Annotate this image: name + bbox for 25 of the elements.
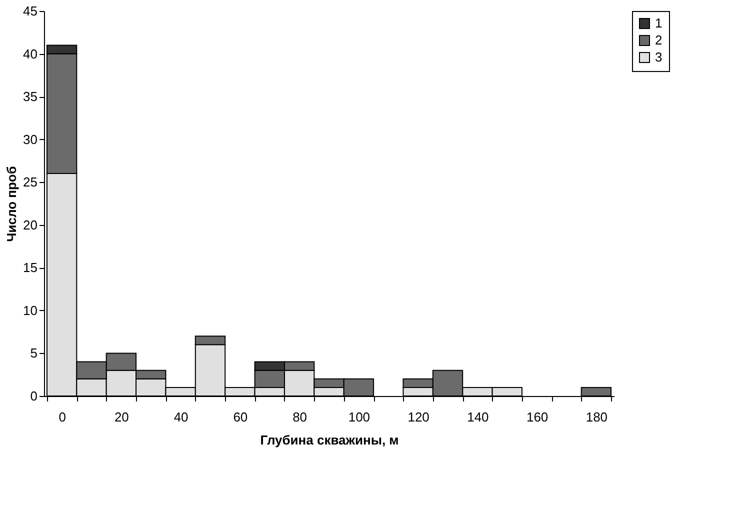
y-tick-label: 0 <box>30 388 38 404</box>
y-tick-label: 10 <box>23 302 38 318</box>
x-tick-label: 80 <box>292 410 308 424</box>
y-tick-label: 40 <box>23 46 38 62</box>
y-axis-title: Число проб <box>4 166 20 242</box>
x-tick-label: 60 <box>233 410 248 424</box>
x-tick-label: 180 <box>586 410 608 424</box>
y-tick-label: 35 <box>23 89 38 104</box>
x-tick-label: 20 <box>114 410 129 424</box>
y-tick-label: 5 <box>30 346 38 361</box>
legend-label: 2 <box>655 32 662 48</box>
x-tick-label: 120 <box>408 410 430 424</box>
legend-label: 1 <box>655 16 662 30</box>
y-tick-label: 15 <box>23 260 38 276</box>
y-tick-label: 25 <box>23 174 38 190</box>
x-tick-label: 40 <box>174 410 188 424</box>
legend-label: 3 <box>655 50 662 64</box>
y-tick-label: 20 <box>23 217 38 232</box>
x-tick-label: 100 <box>348 410 370 424</box>
y-tick-label: 45 <box>23 4 38 18</box>
x-tick-label: 0 <box>58 410 66 424</box>
x-tick-label: 140 <box>467 410 489 424</box>
x-tick-label: 160 <box>526 410 548 424</box>
x-axis-title: Глубина скважины, м <box>260 432 399 448</box>
y-tick-label: 30 <box>23 132 38 147</box>
